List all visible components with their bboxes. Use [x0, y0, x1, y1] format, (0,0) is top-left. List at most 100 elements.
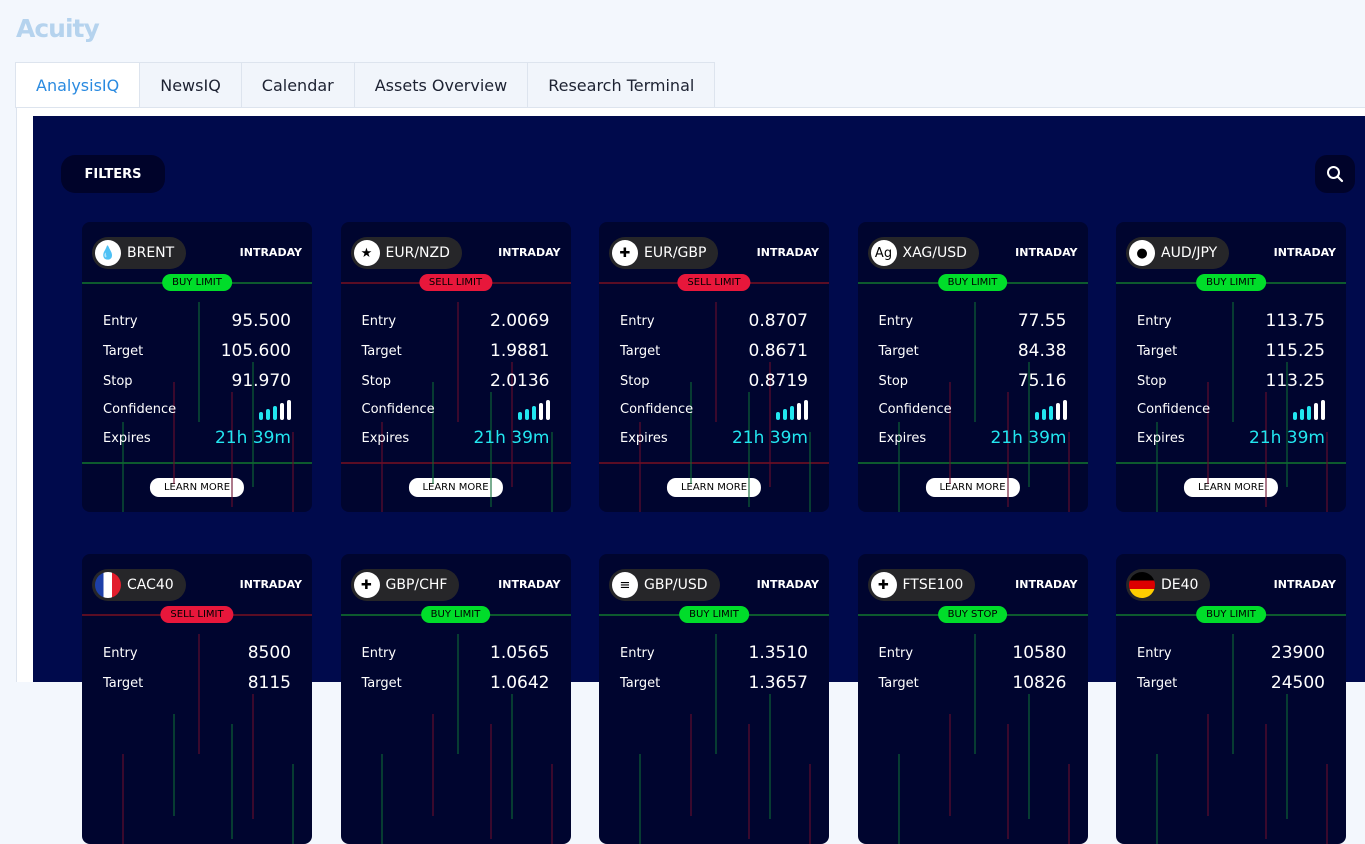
search-icon — [1327, 166, 1344, 183]
tab-newsiq[interactable]: NewsIQ — [139, 62, 242, 108]
entry-row: Entry 1.0565 — [362, 638, 550, 668]
germany-flag-icon — [1129, 572, 1155, 598]
expires-row: Expires 21h 39m — [103, 423, 291, 453]
candlestick — [431, 714, 434, 816]
eu-uk-flag-icon: ✚ — [612, 240, 638, 266]
target-label: Target — [103, 343, 144, 359]
expires-row: Expires 21h 39m — [362, 423, 550, 453]
learn-more-button[interactable]: LEARN MORE — [925, 478, 1020, 497]
confidence-row: Confidence — [620, 396, 808, 423]
expires-label: Expires — [1137, 430, 1185, 446]
tab-calendar[interactable]: Calendar — [240, 62, 355, 108]
candlestick — [1286, 362, 1288, 487]
confidence-bars-icon — [1293, 399, 1325, 420]
signal-card[interactable]: DE40 INTRADAY BUY LIMIT Entry 23900 Targe… — [1116, 554, 1346, 844]
asset-name: BRENT — [127, 245, 175, 261]
signal-card[interactable]: ★ EUR/NZD INTRADAY SELL LIMIT Entry 2.0069… — [340, 222, 571, 512]
entry-row: Entry 77.55 — [879, 306, 1067, 336]
tab-research-terminal[interactable]: Research Terminal — [527, 62, 716, 108]
signal-card[interactable]: ✚ FTSE100 INTRADAY BUY STOP Entry 10580 Ta… — [857, 554, 1088, 844]
candlestick — [292, 764, 294, 844]
signal-card[interactable]: ● AUD/JPY INTRADAY BUY LIMIT Entry 113.75 … — [1116, 222, 1346, 512]
expires-row: Expires 21h 39m — [1137, 423, 1325, 453]
signal-badge: SELL LIMIT — [677, 274, 751, 291]
candlestick — [1207, 382, 1209, 484]
target-row: Target 8115 — [103, 668, 291, 698]
target-row: Target 24500 — [1137, 668, 1325, 698]
timeframe-label: INTRADAY — [1273, 578, 1336, 591]
signal-card[interactable]: ✚ EUR/GBP INTRADAY SELL LIMIT Entry 0.8707… — [599, 222, 829, 512]
stop-value: 75.16 — [1017, 371, 1067, 391]
entry-row: Entry 8500 — [103, 638, 291, 668]
stop-row: Stop 2.0136 — [362, 366, 550, 396]
learn-more-button[interactable]: LEARN MORE — [666, 478, 762, 497]
divider — [1116, 462, 1346, 464]
confidence-label: Confidence — [878, 402, 952, 417]
entry-row: Entry 23900 — [1137, 638, 1325, 668]
entry-label: Entry — [878, 313, 914, 329]
expires-value: 21h 39m — [990, 428, 1067, 448]
confidence-bars-icon — [776, 399, 808, 420]
signal-card[interactable]: ≡ GBP/USD INTRADAY BUY LIMIT Entry 1.3510 … — [599, 554, 829, 844]
oil-drop-icon: 💧 — [95, 240, 121, 266]
tab-assets-overview[interactable]: Assets Overview — [353, 62, 529, 108]
asset-pill: DE40 — [1126, 569, 1211, 601]
asset-name: GBP/CHF — [385, 577, 448, 593]
confidence-row: Confidence — [103, 396, 291, 423]
entry-value: 23900 — [1270, 643, 1325, 663]
candlestick — [1326, 432, 1328, 512]
confidence-label: Confidence — [1137, 402, 1211, 417]
candlestick — [1232, 302, 1234, 422]
stop-label: Stop — [103, 373, 133, 389]
candlestick — [292, 432, 294, 512]
tab-analysisiq[interactable]: AnalysisIQ — [15, 62, 141, 108]
timeframe-label: INTRADAY — [756, 578, 819, 591]
entry-value: 0.8707 — [748, 311, 808, 331]
signal-card[interactable]: 💧 BRENT INTRADAY BUY LIMIT Entry 95.500 Ta… — [82, 222, 312, 512]
asset-name: FTSE100 — [902, 577, 964, 593]
stop-value: 0.8719 — [748, 371, 808, 391]
candlestick — [639, 754, 641, 844]
expires-row: Expires 21h 39m — [879, 423, 1067, 453]
target-label: Target — [878, 343, 919, 359]
target-value: 1.9881 — [490, 341, 550, 361]
asset-pill: ● AUD/JPY — [1126, 237, 1230, 269]
candlestick — [380, 754, 383, 844]
acuity-logo: Acuity — [16, 14, 100, 43]
confidence-label: Confidence — [361, 402, 435, 417]
learn-more-button[interactable]: LEARN MORE — [1183, 478, 1279, 497]
analysis-panel: FILTERS 💧 BRENT INTRADAY BUY LIMIT Entry 9… — [33, 116, 1365, 844]
entry-label: Entry — [103, 645, 138, 661]
entry-value: 77.55 — [1017, 311, 1067, 331]
candlestick — [897, 422, 900, 512]
expires-value: 21h 39m — [731, 428, 808, 448]
candlestick — [1006, 392, 1009, 507]
learn-more-button[interactable]: LEARN MORE — [408, 478, 503, 497]
target-label: Target — [361, 675, 402, 691]
uk-ch-flag-icon: ✚ — [353, 572, 380, 598]
candlestick — [1207, 714, 1209, 816]
france-flag-icon — [95, 572, 121, 598]
candlestick — [122, 754, 124, 844]
candlestick — [748, 392, 750, 507]
stop-label: Stop — [1137, 373, 1167, 389]
signal-card[interactable]: Ag XAG/USD INTRADAY BUY LIMIT Entry 77.55 … — [857, 222, 1088, 512]
candlestick — [431, 382, 434, 484]
asset-pill: ✚ FTSE100 — [867, 569, 976, 601]
stop-row: Stop 113.25 — [1137, 366, 1325, 396]
stop-value: 91.970 — [231, 371, 291, 391]
signal-card[interactable]: ✚ GBP/CHF INTRADAY BUY LIMIT Entry 1.0565 … — [340, 554, 571, 844]
candlestick — [973, 302, 976, 422]
candlestick — [1265, 724, 1267, 839]
search-button[interactable] — [1315, 155, 1355, 193]
candlestick — [380, 422, 383, 512]
candlestick — [1156, 754, 1158, 844]
learn-more-button[interactable]: LEARN MORE — [149, 478, 245, 497]
filters-button[interactable]: FILTERS — [61, 155, 165, 193]
candlestick — [769, 694, 771, 819]
entry-label: Entry — [361, 313, 397, 329]
signal-card[interactable]: CAC40 INTRADAY SELL LIMIT Entry 8500 Targ… — [82, 554, 312, 844]
candlestick — [1326, 764, 1328, 844]
asset-name: DE40 — [1161, 577, 1199, 593]
signal-badge: BUY LIMIT — [162, 274, 232, 291]
